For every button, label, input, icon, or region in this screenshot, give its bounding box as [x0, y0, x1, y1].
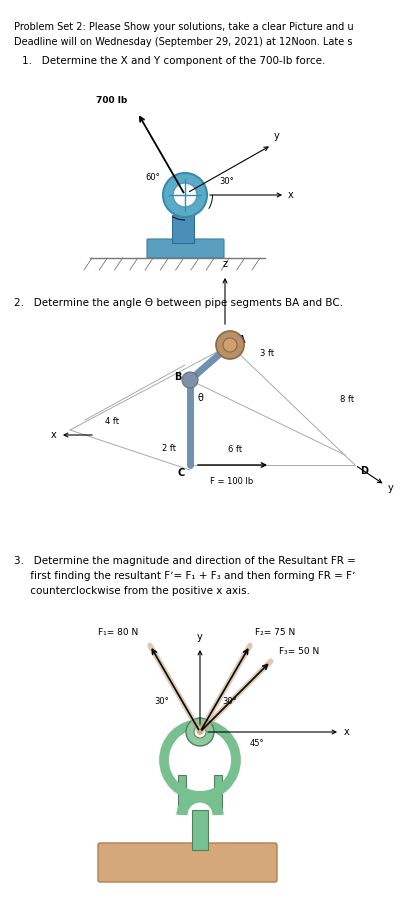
FancyBboxPatch shape [147, 239, 224, 258]
FancyBboxPatch shape [98, 843, 277, 882]
Text: A: A [238, 335, 245, 345]
Text: 30°: 30° [219, 176, 234, 185]
Text: counterclockwise from the positive x axis.: counterclockwise from the positive x axi… [14, 586, 250, 596]
Text: x: x [51, 430, 57, 440]
Text: z: z [222, 259, 228, 269]
Text: 30°: 30° [222, 698, 237, 706]
Text: F = 100 lb: F = 100 lb [210, 477, 254, 486]
Text: 30°: 30° [155, 698, 169, 706]
Circle shape [194, 726, 206, 738]
Text: 8 ft: 8 ft [340, 395, 354, 404]
Circle shape [216, 331, 244, 359]
Text: y: y [388, 483, 394, 493]
Text: 6 ft: 6 ft [228, 446, 242, 454]
Text: 60°: 60° [146, 173, 160, 182]
Text: F₃= 50 N: F₃= 50 N [279, 647, 319, 656]
Text: C: C [178, 468, 185, 478]
Text: F₁= 80 N: F₁= 80 N [98, 628, 138, 637]
Bar [214, 775, 222, 813]
Text: F₂= 75 N: F₂= 75 N [255, 628, 295, 637]
Text: 700 lb: 700 lb [96, 95, 128, 104]
Text: y: y [197, 632, 203, 642]
Bar [178, 775, 186, 813]
Text: Deadline will on Wednesday (September 29, 2021) at 12Noon. Late s: Deadline will on Wednesday (September 29… [14, 37, 352, 47]
Text: first finding the resultant Fʼ= F₁ + F₃ and then forming FR = Fʼ: first finding the resultant Fʼ= F₁ + F₃ … [14, 571, 355, 581]
Text: 3 ft: 3 ft [260, 348, 274, 357]
Circle shape [223, 338, 237, 352]
Bar [172, 215, 194, 243]
Text: θ: θ [198, 393, 204, 403]
Text: 2 ft: 2 ft [162, 444, 176, 453]
Circle shape [173, 183, 197, 207]
Text: 45°: 45° [250, 740, 264, 749]
Text: 1.   Determine the X and Y component of the 700-lb force.: 1. Determine the X and Y component of th… [22, 56, 325, 66]
Bar [192, 810, 208, 850]
Circle shape [163, 173, 207, 217]
Text: B: B [174, 372, 181, 382]
Text: D: D [360, 466, 368, 476]
Text: x: x [344, 727, 350, 737]
Text: 2.   Determine the angle Θ between pipe segments BA and BC.: 2. Determine the angle Θ between pipe se… [14, 298, 343, 308]
Circle shape [182, 372, 198, 388]
Text: x: x [288, 190, 294, 200]
Text: y: y [274, 131, 279, 141]
Text: 4 ft: 4 ft [105, 417, 119, 426]
Circle shape [186, 718, 214, 746]
Text: Problem Set 2: Please Show your solutions, take a clear Picture and u: Problem Set 2: Please Show your solution… [14, 22, 354, 32]
Text: 3.   Determine the magnitude and direction of the Resultant FR =: 3. Determine the magnitude and direction… [14, 556, 356, 566]
